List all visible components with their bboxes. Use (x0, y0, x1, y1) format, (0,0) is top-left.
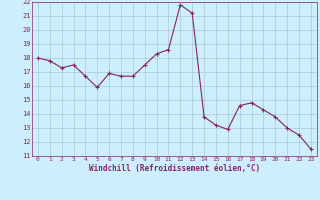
X-axis label: Windchill (Refroidissement éolien,°C): Windchill (Refroidissement éolien,°C) (89, 164, 260, 173)
